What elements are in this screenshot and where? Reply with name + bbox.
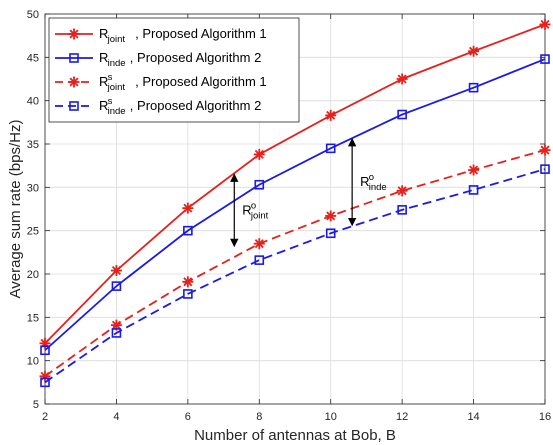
data-point xyxy=(468,45,480,57)
data-point xyxy=(325,210,337,222)
legend-entry-2: Rinde, Proposed Algorithm 2 xyxy=(55,50,261,69)
y-tick-label: 15 xyxy=(27,312,39,324)
gap-label: Ro joint xyxy=(242,200,268,221)
y-tick-label: 10 xyxy=(27,356,39,368)
x-tick-label: 2 xyxy=(42,411,48,423)
legend-entry-1: Rjoint, Proposed Algorithm 1 xyxy=(55,26,267,45)
data-point xyxy=(40,377,50,388)
data-point xyxy=(325,228,336,239)
data-point xyxy=(253,238,265,250)
data-point xyxy=(539,18,551,30)
data-point xyxy=(69,101,79,111)
gap-annotation-1: Ro joint xyxy=(230,173,269,248)
data-point xyxy=(111,328,122,338)
series-4 xyxy=(40,164,550,388)
series-line xyxy=(44,58,546,351)
data-point xyxy=(468,82,479,93)
data-point xyxy=(182,202,194,214)
y-tick-label: 30 xyxy=(27,182,39,194)
x-tick-label: 10 xyxy=(325,411,337,423)
y-tick-label: 25 xyxy=(27,226,39,238)
series-layer xyxy=(39,18,551,388)
y-axis-label: Average sum rate (bps/Hz) xyxy=(7,120,24,299)
y-tick-label: 20 xyxy=(27,269,39,281)
data-point xyxy=(68,76,80,88)
data-point xyxy=(110,265,122,277)
series-line xyxy=(44,149,546,377)
x-tick-label: 6 xyxy=(185,411,191,423)
series-2 xyxy=(40,54,550,356)
data-point xyxy=(396,73,408,85)
legend-label: Rjoint, Proposed Algorithm 1 xyxy=(99,26,267,45)
gap-label: Ro inde xyxy=(360,172,387,193)
data-point xyxy=(182,276,194,288)
x-tick-label: 4 xyxy=(113,411,119,423)
data-point xyxy=(183,289,193,299)
data-point xyxy=(396,185,408,197)
data-point xyxy=(40,345,50,356)
x-tick-label: 12 xyxy=(396,411,408,423)
y-tick-label: 5 xyxy=(33,399,39,411)
axis-ticks: 2 4 6 8 10 12 14 16 5 10 15 20 25 30 35 40 45 50 xyxy=(27,9,551,423)
x-tick-label: 16 xyxy=(539,411,551,423)
series-line xyxy=(44,168,546,384)
series-line xyxy=(44,23,546,344)
legend-entry-4: Rs inde, Proposed Algorithm 2 xyxy=(55,96,261,117)
data-point xyxy=(183,225,193,236)
data-point xyxy=(325,143,336,154)
legend: Rjoint, Proposed Algorithm 1 Rinde, Propo… xyxy=(48,17,300,123)
data-point xyxy=(254,179,265,190)
y-tick-label: 35 xyxy=(27,139,39,151)
data-point xyxy=(468,185,479,195)
data-point xyxy=(397,109,407,120)
data-point xyxy=(540,164,550,174)
data-point xyxy=(397,205,407,215)
data-point xyxy=(468,164,480,176)
data-point xyxy=(253,148,265,160)
data-point xyxy=(68,28,80,40)
data-point xyxy=(540,54,550,64)
y-tick-label: 40 xyxy=(27,96,39,108)
legend-box xyxy=(48,17,300,123)
x-tick-label: 14 xyxy=(467,411,479,423)
x-axis-label: Number of antennas at Bob, B xyxy=(194,427,396,444)
data-point xyxy=(539,144,551,156)
gap-annotation-2: Ro inde xyxy=(347,137,387,227)
data-point xyxy=(325,109,337,121)
annotation-layer: Ro joint Ro inde xyxy=(230,137,387,248)
y-tick-label: 50 xyxy=(27,9,39,21)
plot-frame xyxy=(44,13,546,405)
data-point xyxy=(111,281,122,291)
legend-label: Rinde, Proposed Algorithm 2 xyxy=(99,50,261,69)
data-point xyxy=(69,53,79,63)
y-tick-label: 45 xyxy=(27,52,39,64)
x-tick-label: 8 xyxy=(256,411,262,423)
legend-label: Rs joint, Proposed Algorithm 1 xyxy=(99,72,267,93)
legend-entry-3: Rs joint, Proposed Algorithm 1 xyxy=(55,72,267,93)
legend-label: Rs inde, Proposed Algorithm 2 xyxy=(99,96,261,117)
data-point xyxy=(254,255,265,265)
